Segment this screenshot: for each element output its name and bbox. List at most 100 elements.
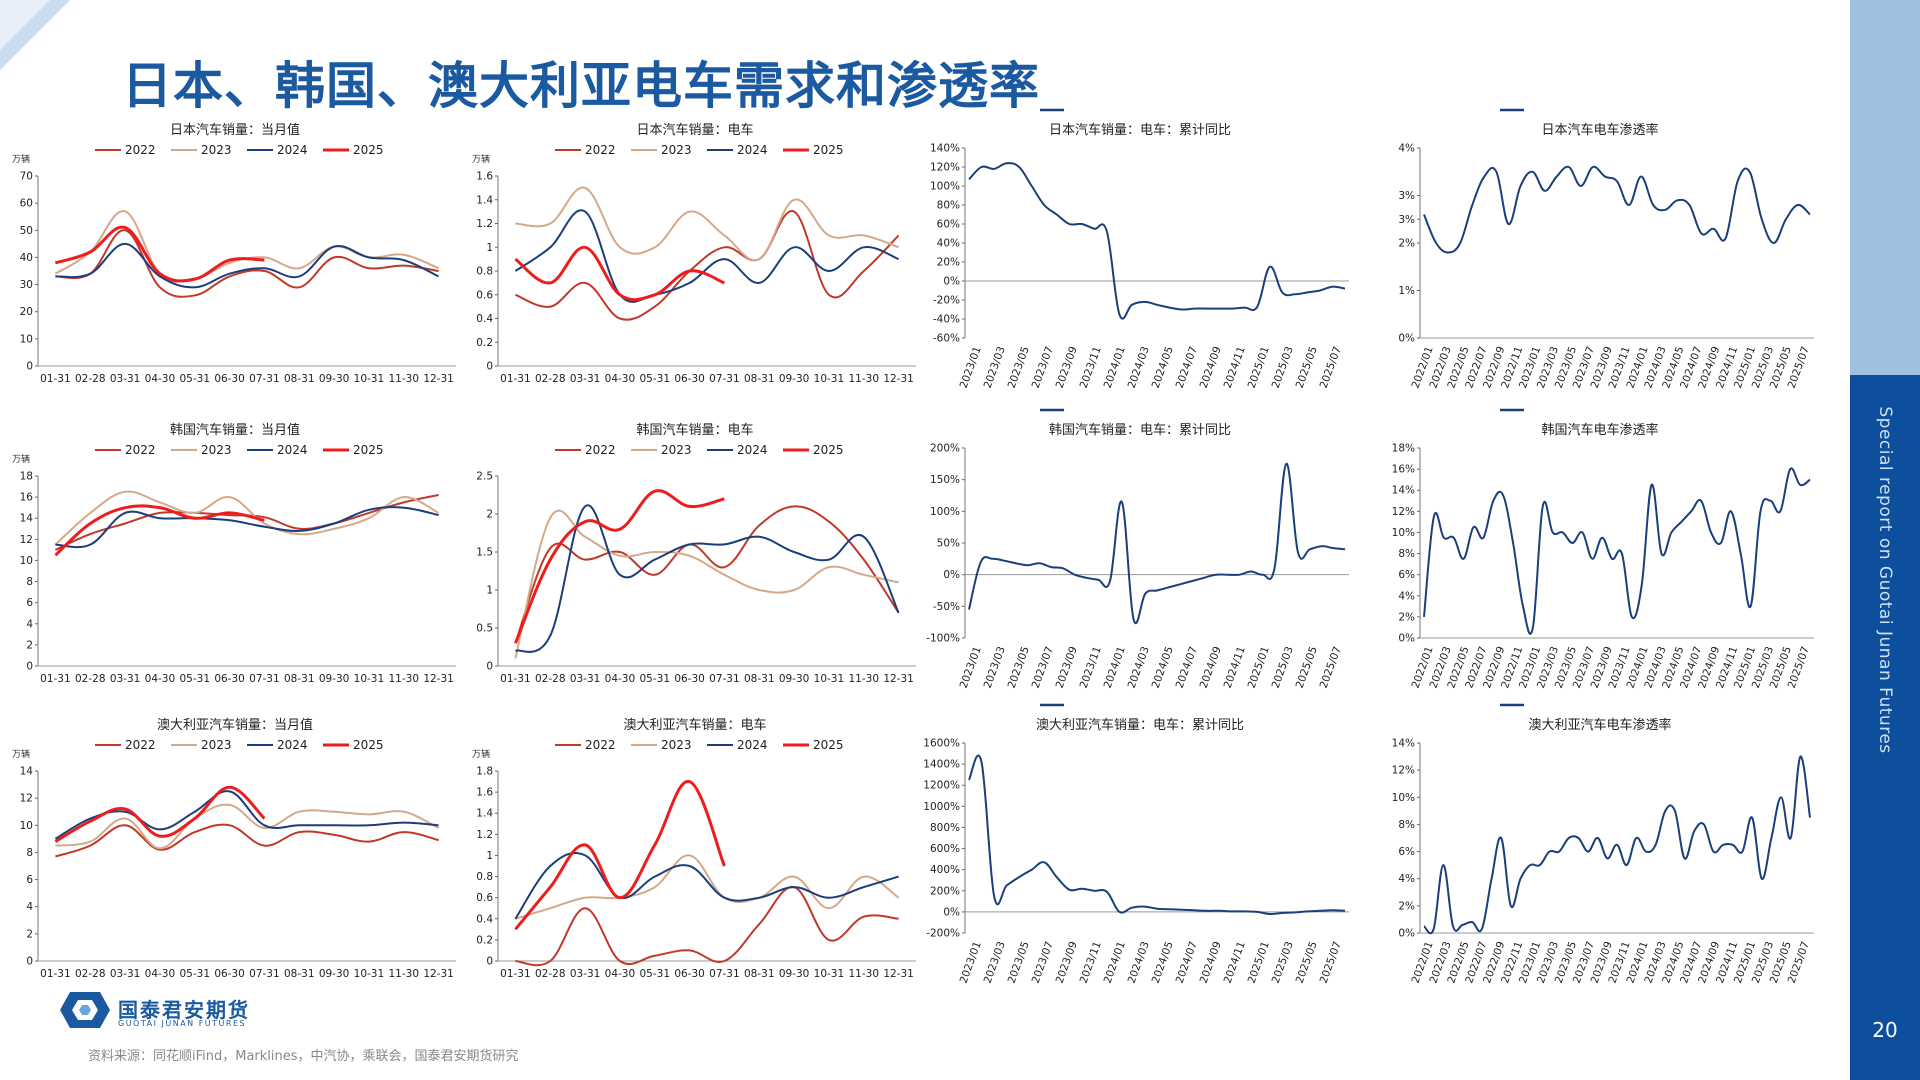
y-tick-label: 20 (20, 306, 33, 318)
x-tick-label: 02-28 (535, 968, 566, 980)
x-tick-label: 2023/05 (1006, 940, 1032, 985)
x-tick-label: 04-30 (145, 968, 176, 980)
x-tick-label: 05-31 (179, 673, 210, 685)
x-tick-label: 2024/09 (1198, 645, 1224, 690)
x-tick-label: 09-30 (779, 373, 810, 385)
y-tick-label: 0 (486, 661, 493, 673)
y-tick-label: 10 (20, 820, 33, 832)
x-tick-label: 09-30 (319, 968, 350, 980)
x-tick-label: 07-31 (709, 968, 740, 980)
x-tick-label: 2024/01 (1102, 645, 1128, 690)
x-tick-label: 2024/05 (1150, 940, 1176, 985)
x-tick-label: 2023/11 (1078, 645, 1104, 690)
x-tick-label: 09-30 (319, 673, 350, 685)
y-tick-label: 12 (20, 793, 33, 805)
x-tick-label: 06-30 (674, 673, 705, 685)
y-tick-label: 60 (20, 198, 33, 210)
y-tick-label: 10 (20, 555, 33, 567)
x-tick-label: 10-31 (354, 673, 385, 685)
y-tick-label: -20% (933, 295, 960, 307)
y-tick-label: 8% (1398, 819, 1415, 831)
y-tick-label: 2 (26, 639, 33, 651)
y-tick-label: 0.8 (476, 266, 493, 278)
x-tick-label: 2025/05 (1294, 645, 1320, 690)
x-tick-label: 03-31 (570, 373, 601, 385)
x-tick-label: 2023/11 (1078, 345, 1104, 390)
x-tick-label: 2025/01 (1246, 345, 1272, 390)
series-line (55, 823, 439, 858)
x-tick-label: 2024/11 (1222, 940, 1248, 985)
y-tick-label: 6% (1398, 569, 1415, 581)
legend-label: 2025 (813, 143, 844, 157)
x-tick-label: 2023/07 (1030, 940, 1056, 985)
x-tick-label: 2023/05 (1006, 645, 1032, 690)
x-tick-label: 07-31 (709, 373, 740, 385)
x-tick-label: 10-31 (814, 373, 845, 385)
y-tick-label: 12% (1392, 506, 1415, 518)
y-tick-label: 140% (930, 143, 960, 155)
y-tick-label: 16% (1392, 464, 1415, 476)
x-tick-label: 02-28 (75, 373, 106, 385)
y-tick-label: 0 (26, 661, 33, 673)
y-tick-label: 0.4 (476, 313, 493, 325)
x-tick-label: 2025/03 (1270, 645, 1296, 690)
y-tick-label: 8 (26, 576, 33, 588)
unit-label: 万辆 (12, 748, 30, 760)
series-line (514, 209, 899, 303)
y-tick-label: -100% (926, 633, 960, 645)
y-tick-label: 1.8 (476, 766, 493, 778)
x-tick-label: 2023/09 (1054, 940, 1080, 985)
y-tick-label: 4 (26, 901, 33, 913)
series-line (515, 210, 900, 321)
x-tick-label: 12-31 (423, 373, 454, 385)
series-line (515, 504, 900, 653)
y-tick-label: 400% (930, 864, 960, 876)
x-tick-label: 05-31 (639, 968, 670, 980)
series-line (1423, 165, 1811, 254)
unit-label: 万辆 (472, 748, 490, 760)
x-tick-label: 08-31 (284, 373, 315, 385)
series-line (54, 790, 439, 840)
x-tick-label: 2023/01 (958, 645, 984, 690)
x-tick-label: 2025/01 (1246, 645, 1272, 690)
x-tick-label: 05-31 (179, 968, 210, 980)
y-tick-label: 12% (1392, 765, 1415, 777)
chart-kr-yoy: 韩国汽车销量：电车：累计同比 -100% -50% 0% 50% 100% 150% 200%… (926, 408, 1349, 690)
legend-label: 2025 (353, 443, 384, 457)
x-tick-label: 2024/05 (1150, 645, 1176, 690)
y-tick-label: 1 (486, 585, 493, 597)
series-line (55, 229, 439, 298)
y-tick-label: -50% (933, 601, 960, 613)
x-tick-label: 11-30 (848, 673, 879, 685)
series-line (514, 245, 725, 302)
legend-label: 2025 (813, 443, 844, 457)
y-tick-label: 6 (26, 597, 33, 609)
x-tick-label: 09-30 (779, 968, 810, 980)
y-tick-label: 150% (930, 474, 960, 486)
legend-label: 2024 (277, 143, 308, 157)
y-tick-label: 18% (1392, 443, 1415, 455)
chart-title: 澳大利亚汽车销量：电车：累计同比 (1036, 717, 1244, 733)
legend-label: 2025 (353, 738, 384, 752)
y-tick-label: 2% (1398, 611, 1415, 623)
x-tick-label: 2024/03 (1126, 645, 1152, 690)
x-tick-label: 08-31 (284, 673, 315, 685)
x-tick-label: 2024/03 (1126, 345, 1152, 390)
y-tick-label: 10 (20, 333, 33, 345)
unit-label: 万辆 (12, 453, 30, 465)
x-tick-label: 2024/09 (1198, 940, 1224, 985)
chart-kr-pen: 韩国汽车电车渗透率0%2%4%6%8%10%12%14%16%18%2022/0… (1392, 408, 1814, 690)
y-tick-label: 18 (20, 471, 33, 483)
x-tick-label: 10-31 (354, 968, 385, 980)
x-tick-label: 05-31 (179, 373, 210, 385)
y-tick-label: 0.2 (476, 337, 493, 349)
legend-label: 2024 (737, 738, 768, 752)
y-tick-label: 100% (930, 506, 960, 518)
y-tick-label: 12 (20, 534, 33, 546)
x-tick-label: 04-30 (145, 673, 176, 685)
x-tick-label: 2024/05 (1150, 345, 1176, 390)
chart-title: 澳大利亚汽车销量：当月值 (157, 717, 313, 733)
